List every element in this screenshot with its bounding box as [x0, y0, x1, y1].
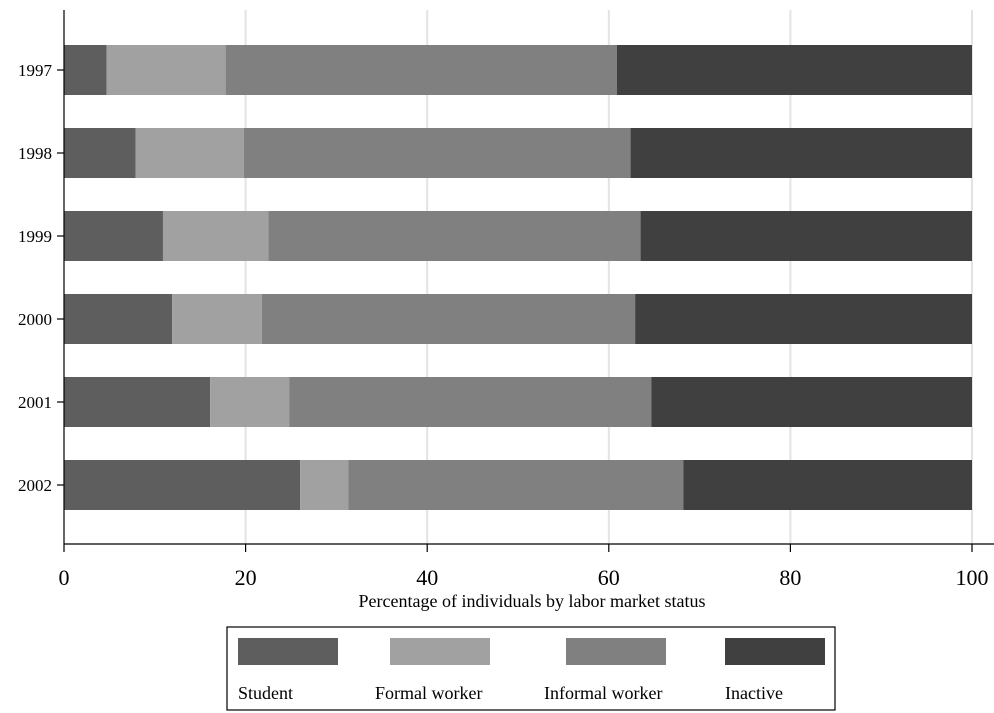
bar-1998-informal-worker: [243, 128, 631, 178]
category-label-2002: 2002: [18, 476, 52, 495]
x-tick-label-60: 60: [598, 565, 620, 590]
category-label-2001: 2001: [18, 393, 52, 412]
bar-1999-formal-worker: [162, 211, 269, 261]
gridlines: [244, 10, 973, 544]
x-tick-label-40: 40: [416, 565, 438, 590]
bar-2000-informal-worker: [261, 294, 636, 344]
category-label-1998: 1998: [18, 144, 52, 163]
category-label-2000: 2000: [18, 310, 52, 329]
bar-2002-student: [64, 460, 301, 510]
bar-1997-formal-worker: [106, 45, 226, 95]
legend-swatch-inactive: [725, 638, 825, 665]
bar-2000-student: [64, 294, 173, 344]
legend-label-student: Student: [238, 683, 293, 703]
bar-2000-inactive: [635, 294, 972, 344]
legend: Student Formal worker Informal worker Inact…: [226, 626, 836, 711]
x-tick-label-0: 0: [59, 565, 70, 590]
bar-1998-inactive: [630, 128, 972, 178]
x-tick-label-100: 100: [956, 565, 989, 590]
x-tick-label-80: 80: [779, 565, 801, 590]
legend-label-inactive: Inactive: [725, 683, 783, 703]
bar-2001-informal-worker: [289, 377, 652, 427]
legend-items: Student Formal worker Informal worker Inact…: [238, 638, 825, 703]
bar-1999-informal-worker: [268, 211, 641, 261]
bar-2001-inactive: [651, 377, 972, 427]
legend-label-informal-worker: Informal worker: [544, 683, 662, 703]
bar-1998-student: [64, 128, 136, 178]
bar-2001-formal-worker: [210, 377, 290, 427]
x-ticks: 0 20 40 60 80 100: [59, 544, 989, 590]
x-tick-label-20: 20: [235, 565, 257, 590]
bar-1998-formal-worker: [135, 128, 244, 178]
category-label-1997: 1997: [18, 61, 53, 80]
bar-2002-inactive: [683, 460, 972, 510]
category-label-1999: 1999: [18, 227, 52, 246]
bar-1999-student: [64, 211, 163, 261]
legend-swatch-informal-worker: [566, 638, 666, 665]
legend-swatch-student: [238, 638, 338, 665]
bar-1999-inactive: [640, 211, 972, 261]
bar-1997-informal-worker: [225, 45, 617, 95]
axes: [63, 10, 994, 545]
x-axis-title: Percentage of individuals by labor marke…: [359, 591, 706, 611]
bar-2002-informal-worker: [348, 460, 684, 510]
bar-1997-student: [64, 45, 107, 95]
bar-1997-inactive: [616, 45, 972, 95]
legend-label-formal-worker: Formal worker: [375, 683, 482, 703]
bar-2002-formal-worker: [300, 460, 349, 510]
bars: [64, 45, 972, 510]
category-labels: 1997 1998 1999 2000 2001 2002: [18, 61, 64, 495]
bar-2000-formal-worker: [172, 294, 262, 344]
legend-swatch-formal-worker: [390, 638, 490, 665]
bar-2001-student: [64, 377, 211, 427]
